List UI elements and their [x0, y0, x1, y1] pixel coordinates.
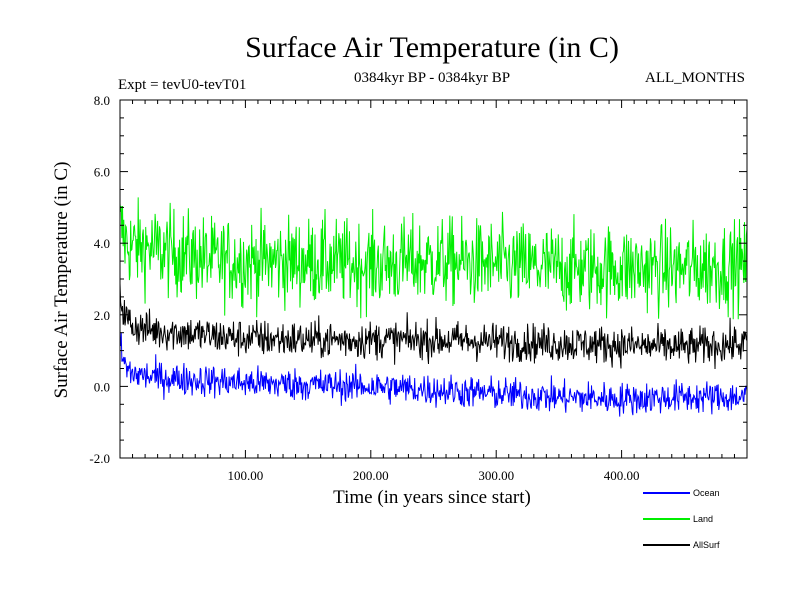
tick-layer: 100.00 200.00 300.00 400.00 -2.0 0.0 2.0 4.0 6.0… — [89, 93, 747, 483]
series-line-ocean — [119, 332, 748, 417]
plot-area: 100.00 200.00 300.00 400.00 -2.0 0.0 2.0 4.0 6.0… — [89, 93, 748, 483]
y-tick-label: 0.0 — [94, 379, 110, 394]
legend-label-land: Land — [693, 514, 713, 524]
experiment-label: Expt = tevU0-tevT01 — [118, 77, 246, 93]
y-tick-label: -2.0 — [89, 451, 110, 466]
y-tick-label: 4.0 — [94, 236, 110, 251]
x-tick-label: 400.00 — [604, 468, 640, 483]
y-axis-label: Surface Air Temperature (in C) — [51, 162, 72, 399]
time-range-label: 0384kyr BP - 0384kyr BP — [354, 70, 510, 86]
y-tick-label: 2.0 — [94, 308, 110, 323]
x-tick-label: 300.00 — [478, 468, 514, 483]
x-tick-label: 200.00 — [353, 468, 389, 483]
plot-frame — [119, 99, 748, 459]
x-axis-label: Time (in years since start) — [333, 487, 531, 508]
x-tick-label: 100.00 — [228, 468, 264, 483]
y-tick-label: 6.0 — [94, 165, 110, 180]
y-tick-label: 8.0 — [94, 93, 110, 108]
months-label: ALL_MONTHS — [645, 70, 745, 86]
legend: Ocean Land AllSurf — [643, 488, 720, 550]
legend-label-ocean: Ocean — [693, 488, 720, 498]
series-layer — [119, 197, 748, 417]
legend-label-allsurf: AllSurf — [693, 540, 720, 550]
series-line-allsurf — [119, 283, 748, 370]
chart-title: Surface Air Temperature (in C) — [245, 31, 619, 64]
series-line-land — [119, 197, 748, 320]
